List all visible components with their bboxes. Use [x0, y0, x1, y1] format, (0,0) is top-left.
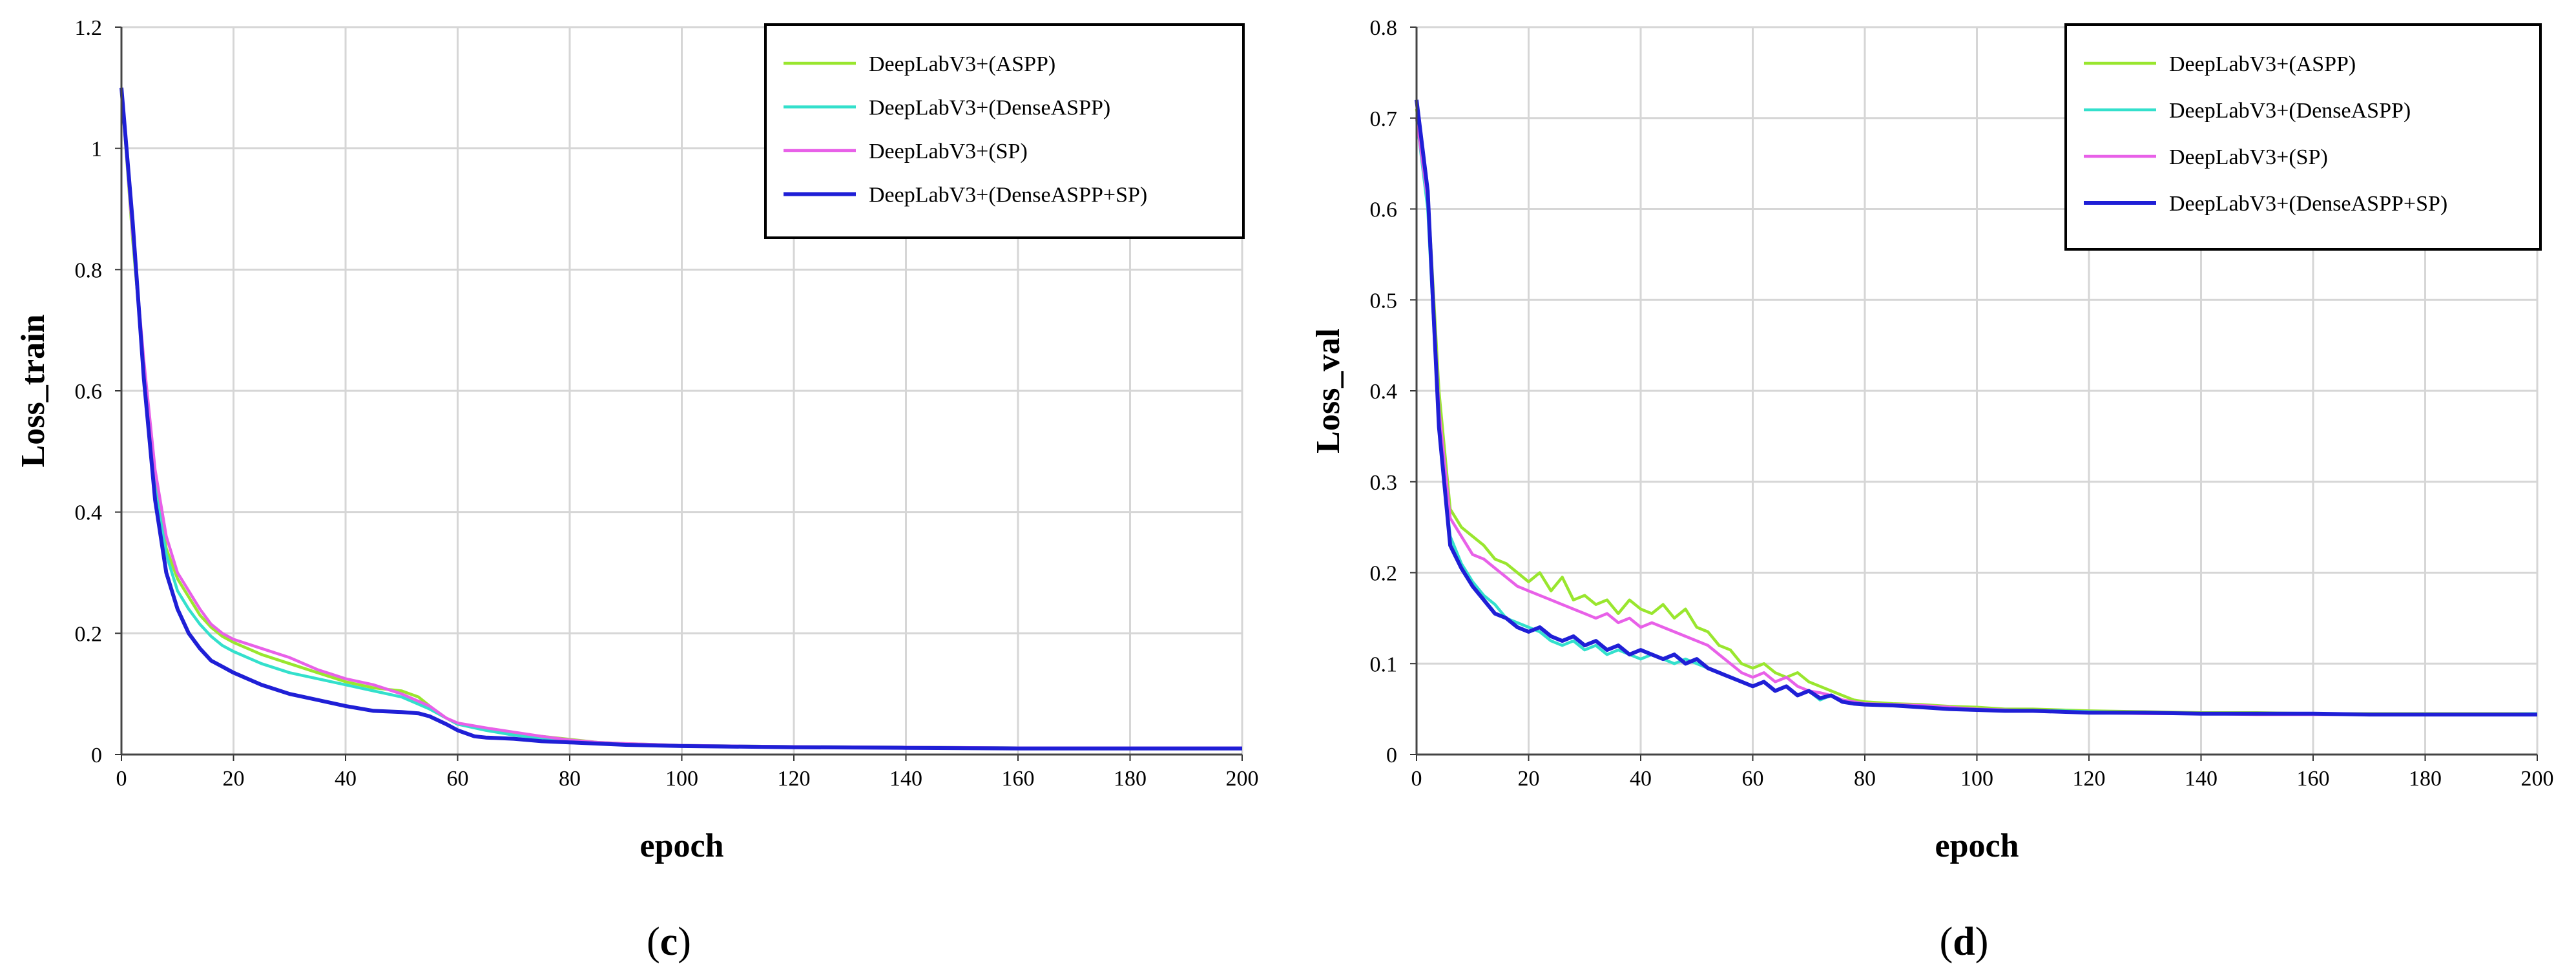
- legend-box: [764, 23, 1245, 239]
- y-tick-label: 0.4: [75, 501, 103, 525]
- x-axis-title: epoch: [1935, 828, 2019, 864]
- x-tick-label: 80: [1854, 767, 1876, 791]
- x-tick-label: 20: [1518, 767, 1540, 791]
- x-tick-label: 180: [1114, 767, 1147, 791]
- y-tick-label: 0.7: [1370, 107, 1398, 131]
- y-tick-label: 0.4: [1370, 380, 1398, 404]
- legend: DeepLabV3+(ASPP) DeepLabV3+(DenseASPP) Dee…: [764, 23, 1245, 239]
- x-tick-label: 160: [2297, 767, 2330, 791]
- x-tick-label: 140: [889, 767, 922, 791]
- y-tick-label: 0.2: [75, 622, 103, 646]
- x-tick-label: 0: [116, 767, 127, 791]
- series-lines: [1415, 99, 2538, 717]
- legend-label: DeepLabV3+(ASPP): [2169, 52, 2356, 76]
- panel-caption-letter: c: [660, 920, 678, 964]
- legend-label: DeepLabV3+(DenseASPP): [2169, 99, 2411, 123]
- y-tick-label: 0.6: [1370, 198, 1398, 222]
- x-tick-label: 140: [2185, 767, 2218, 791]
- legend: DeepLabV3+(ASPP) DeepLabV3+(DenseASPP) Dee…: [2064, 23, 2542, 251]
- tick-labels: 0 20 40 60 80 100 120 140 160 180 200 0 0.2 0.4 0.6 0.8…: [75, 16, 1259, 791]
- x-tick-label: 80: [559, 767, 581, 791]
- plot-frame: [115, 26, 1243, 761]
- tick-labels: 0 20 40 60 80 100 120 140 160 180 200 0 0.1 0.2 0.3 0.4…: [1370, 16, 2554, 791]
- y-tick-label: 0.8: [75, 258, 103, 282]
- x-tick-label: 100: [665, 767, 698, 791]
- y-tick-label: 0.3: [1370, 471, 1398, 495]
- x-tick-label: 60: [1742, 767, 1764, 791]
- x-tick-label: 40: [1630, 767, 1652, 791]
- x-tick-label: 180: [2409, 767, 2442, 791]
- x-tick-label: 120: [778, 767, 811, 791]
- y-tick-label: 1: [91, 138, 102, 162]
- x-tick-label: 160: [1002, 767, 1035, 791]
- x-tick-label: 120: [2073, 767, 2106, 791]
- panel-caption: (d): [1940, 920, 1989, 964]
- y-tick-label: 0.8: [1370, 16, 1398, 40]
- legend-label: DeepLabV3+(DenseASPP): [869, 96, 1110, 120]
- legend-label: DeepLabV3+(SP): [2169, 145, 2328, 169]
- y-axis-title: Loss_val: [1310, 328, 1347, 453]
- panel-caption-letter: d: [1953, 920, 1975, 964]
- x-axis-title: epoch: [640, 828, 724, 864]
- plot-frame: [1410, 26, 2538, 761]
- chart-panel-c: 0 20 40 60 80 100 120 140 160 180 200 0 0.2 0.4 0.6 0.8…: [15, 16, 1259, 964]
- y-tick-label: 0: [1386, 744, 1397, 767]
- y-tick-label: 0.1: [1370, 652, 1398, 676]
- legend-label: DeepLabV3+(DenseASPP+SP): [869, 183, 1147, 207]
- series-line-deeplabv3-denseaspp-sp-: [119, 87, 1242, 751]
- y-tick-label: 0.2: [1370, 562, 1398, 586]
- x-tick-label: 60: [447, 767, 469, 791]
- x-tick-label: 200: [1226, 767, 1259, 791]
- y-tick-label: 1.2: [75, 16, 103, 40]
- legend-label: DeepLabV3+(DenseASPP+SP): [2169, 192, 2447, 216]
- y-tick-label: 0.5: [1370, 289, 1398, 313]
- series-lines: [119, 87, 1242, 751]
- panel-caption: (c): [647, 920, 691, 964]
- x-tick-label: 20: [223, 767, 245, 791]
- y-tick-label: 0.6: [75, 380, 103, 404]
- y-axis-title: Loss_train: [15, 314, 52, 467]
- legend-label: DeepLabV3+(ASPP): [869, 52, 1055, 76]
- x-tick-label: 40: [335, 767, 357, 791]
- legend-label: DeepLabV3+(SP): [869, 140, 1028, 163]
- x-tick-label: 200: [2521, 767, 2554, 791]
- y-tick-label: 0: [91, 744, 102, 767]
- x-tick-label: 0: [1411, 767, 1422, 791]
- chart-panel-d: 0 20 40 60 80 100 120 140 160 180 200 0 0.1 0.2 0.3 0.4…: [1310, 16, 2554, 964]
- series-line-deeplabv3-denseaspp-sp-: [1415, 99, 2537, 717]
- x-tick-label: 100: [1960, 767, 1993, 791]
